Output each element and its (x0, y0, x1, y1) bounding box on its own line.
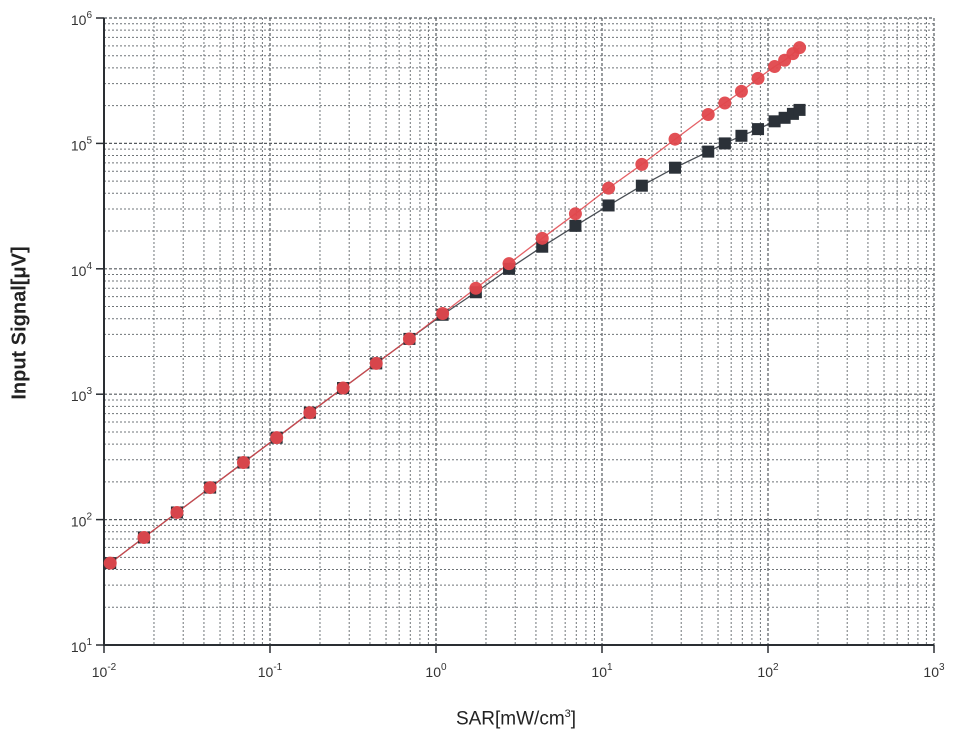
y-tick-label: 101 (71, 637, 93, 655)
series-2-circle-point (103, 556, 117, 570)
x-axis-label: SAR[mW/cm3] (456, 708, 576, 730)
x-tick-label: 10-1 (258, 662, 283, 680)
y-axis-label: Input Signal[μV] (8, 246, 31, 400)
series-2-circle-point (635, 157, 649, 171)
series-2-circle-point (369, 356, 383, 370)
series-1-square-point (635, 179, 648, 192)
series-1-square-point (718, 137, 731, 150)
series-2-circle-point (270, 431, 284, 445)
series-2-circle-point (170, 505, 184, 519)
series-1-square-point (569, 219, 582, 232)
series-1-square-point (702, 145, 715, 158)
x-axis-label-exponent: 3 (564, 708, 571, 720)
x-tick-label: 102 (757, 662, 779, 680)
y-tick-label: 103 (71, 386, 93, 404)
grid (103, 17, 935, 646)
series-1-square-point (752, 123, 765, 136)
series-1-square-point (793, 103, 806, 116)
y-tick-label: 102 (71, 512, 93, 530)
series-layer (103, 41, 807, 570)
y-tick-label: 104 (71, 261, 93, 279)
series-2-circle-point (535, 231, 549, 245)
series-2-circle-point (668, 132, 682, 146)
series-2-circle-point (436, 307, 450, 321)
y-tick-label: 105 (71, 135, 93, 153)
series-2-circle-point (768, 60, 782, 74)
series-2-circle-point (793, 41, 807, 55)
series-2-circle-point (336, 381, 350, 395)
series-1-square-point (669, 161, 682, 174)
x-tick-label: 101 (591, 662, 613, 680)
series-2-circle-point (303, 406, 317, 420)
series-2-circle-point (137, 530, 151, 544)
axes (96, 17, 935, 653)
y-tick-label: 106 (71, 10, 93, 28)
x-tick-label: 10-2 (92, 662, 117, 680)
series-1-line (109, 109, 800, 564)
series-2-circle-point (402, 332, 416, 346)
series-2-circle-point (734, 84, 748, 98)
series-2-circle-point (203, 481, 217, 495)
series-2-circle-point (602, 181, 616, 195)
series-2-circle-point (718, 96, 732, 110)
series-2-circle-point (469, 281, 483, 295)
x-axis-label-close: ] (570, 708, 577, 730)
series-1-square-point (602, 199, 615, 212)
x-tick-label: 100 (425, 662, 447, 680)
series-2-circle-point (751, 71, 765, 85)
series-2-circle-point (502, 257, 516, 271)
x-tick-label: 103 (923, 662, 945, 680)
series-1-square-point (768, 115, 781, 128)
series-2-circle-point (701, 108, 715, 122)
series-2-circle-point (568, 207, 582, 221)
x-axis-label-text: SAR[mW/cm (455, 708, 565, 730)
series-2-circle-point (236, 456, 250, 470)
series-1-square-point (735, 129, 748, 142)
tick-labels: 10-2 10-1 100 101 102 103 101 102 103 104 105 106 (71, 10, 945, 680)
